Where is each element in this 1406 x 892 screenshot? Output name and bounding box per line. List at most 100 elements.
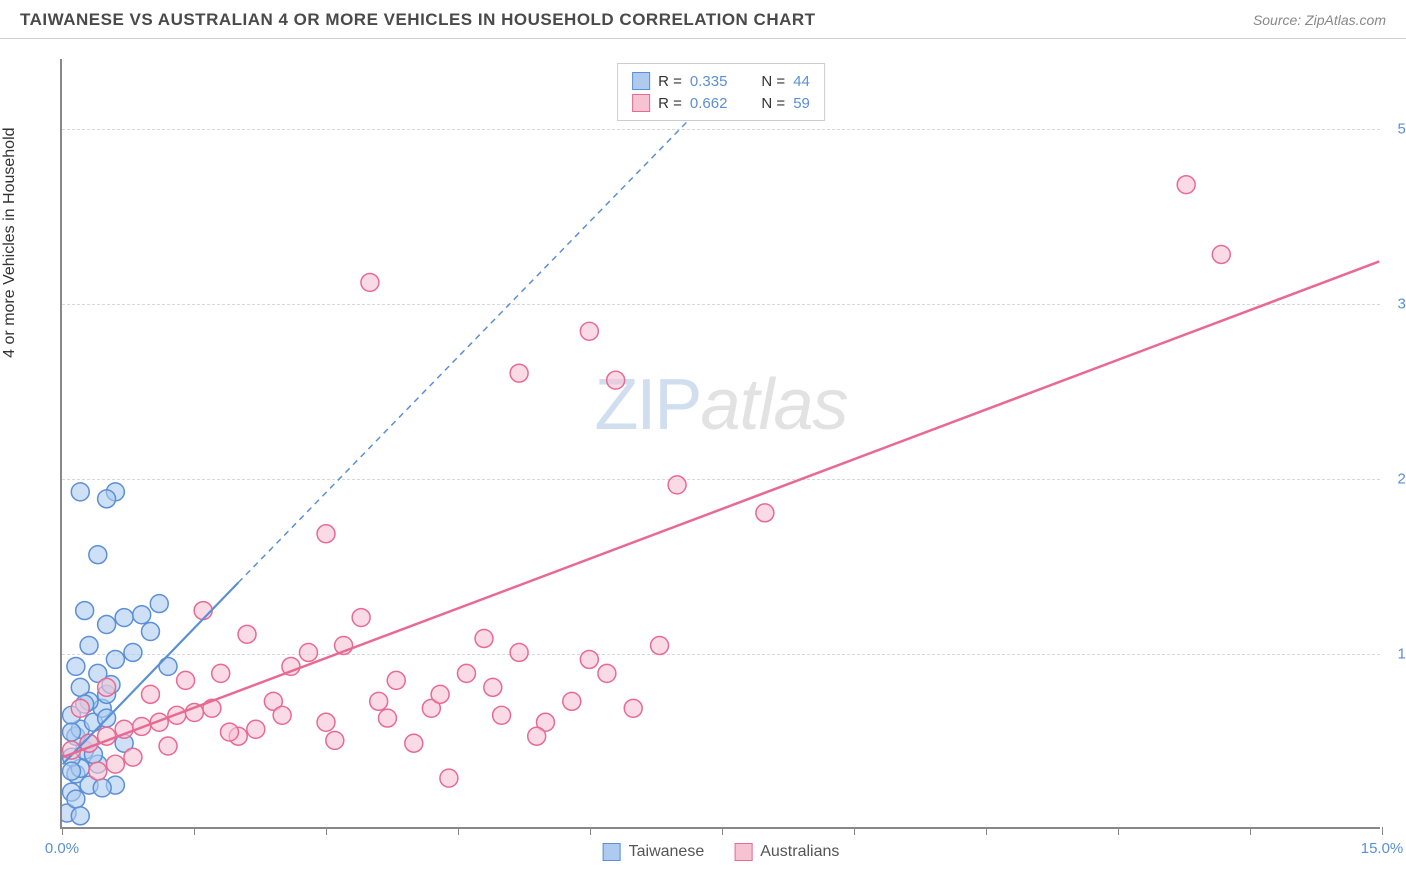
scatter-point — [80, 636, 98, 654]
n-value: 59 — [793, 95, 810, 112]
x-tick — [590, 827, 591, 835]
chart-title: TAIWANESE VS AUSTRALIAN 4 OR MORE VEHICL… — [20, 10, 816, 30]
scatter-point — [317, 713, 335, 731]
scatter-point — [273, 706, 291, 724]
scatter-point — [370, 692, 388, 710]
scatter-point — [624, 699, 642, 717]
r-label: R = — [658, 73, 682, 90]
y-axis-label: 4 or more Vehicles in Household — [1, 127, 19, 357]
scatter-point — [71, 699, 89, 717]
x-tick — [854, 827, 855, 835]
scatter-point — [484, 678, 502, 696]
scatter-point — [133, 606, 151, 624]
scatter-point — [124, 748, 142, 766]
scatter-point — [93, 779, 111, 797]
scatter-point — [76, 602, 94, 620]
scatter-point — [98, 490, 116, 508]
scatter-point — [142, 685, 160, 703]
x-tick — [326, 827, 327, 835]
y-tick-label: 50.0% — [1385, 121, 1406, 138]
chart-container: 4 or more Vehicles in Household R = 0.33… — [0, 39, 1406, 889]
scatter-point — [378, 709, 396, 727]
source-prefix: Source: — [1253, 12, 1305, 28]
scatter-point — [89, 762, 107, 780]
scatter-point — [63, 723, 81, 741]
legend-row-taiwanese: R = 0.335 N = 44 — [632, 70, 810, 92]
scatter-point — [326, 731, 344, 749]
r-value: 0.662 — [690, 95, 728, 112]
x-tick — [1118, 827, 1119, 835]
legend-swatch-bottom-taiwanese — [603, 843, 621, 861]
scatter-point — [352, 609, 370, 627]
plot-area: R = 0.335 N = 44 R = 0.662 N = 59 ZIPatl… — [60, 59, 1380, 829]
x-tick-label: 15.0% — [1361, 840, 1404, 857]
correlation-legend: R = 0.335 N = 44 R = 0.662 N = 59 — [617, 63, 825, 121]
scatter-point — [106, 755, 124, 773]
scatter-point — [150, 595, 168, 613]
scatter-point — [106, 650, 124, 668]
x-tick — [1382, 827, 1383, 835]
r-label: R = — [658, 95, 682, 112]
scatter-point — [67, 657, 85, 675]
scatter-point — [405, 734, 423, 752]
scatter-point — [580, 322, 598, 340]
scatter-point — [317, 525, 335, 543]
scatter-point — [89, 546, 107, 564]
scatter-point — [71, 807, 89, 825]
n-label: N = — [761, 73, 785, 90]
x-tick — [1250, 827, 1251, 835]
scatter-point — [493, 706, 511, 724]
r-value: 0.335 — [690, 73, 728, 90]
scatter-point — [580, 650, 598, 668]
scatter-point — [387, 671, 405, 689]
scatter-point — [607, 371, 625, 389]
scatter-point — [142, 623, 160, 641]
scatter-point — [1177, 176, 1195, 194]
scatter-point — [457, 664, 475, 682]
chart-header: TAIWANESE VS AUSTRALIAN 4 OR MORE VEHICL… — [0, 0, 1406, 39]
scatter-point — [431, 685, 449, 703]
scatter-point — [67, 790, 85, 808]
trend-line — [63, 261, 1380, 757]
scatter-point — [124, 643, 142, 661]
scatter-point — [528, 727, 546, 745]
scatter-point — [510, 364, 528, 382]
y-tick-label: 12.5% — [1385, 646, 1406, 663]
scatter-point — [668, 476, 686, 494]
scatter-point — [98, 678, 116, 696]
scatter-point — [440, 769, 458, 787]
scatter-point — [115, 609, 133, 627]
legend-row-australians: R = 0.662 N = 59 — [632, 92, 810, 114]
scatter-point — [71, 483, 89, 501]
legend-item-australians: Australians — [734, 843, 839, 861]
scatter-point — [159, 657, 177, 675]
scatter-point — [159, 737, 177, 755]
legend-label: Taiwanese — [629, 843, 705, 861]
y-tick-label: 25.0% — [1385, 471, 1406, 488]
x-tick — [986, 827, 987, 835]
scatter-point — [71, 678, 89, 696]
n-value: 44 — [793, 73, 810, 90]
x-tick — [62, 827, 63, 835]
x-tick — [458, 827, 459, 835]
legend-swatch-australians — [632, 94, 650, 112]
scatter-svg — [62, 59, 1380, 827]
scatter-point — [361, 273, 379, 291]
scatter-point — [475, 630, 493, 648]
x-tick — [194, 827, 195, 835]
scatter-point — [756, 504, 774, 522]
legend-swatch-bottom-australians — [734, 843, 752, 861]
scatter-point — [177, 671, 195, 689]
scatter-point — [247, 720, 265, 738]
n-label: N = — [761, 95, 785, 112]
scatter-point — [194, 602, 212, 620]
scatter-point — [299, 643, 317, 661]
scatter-point — [221, 723, 239, 741]
scatter-point — [1212, 246, 1230, 264]
trend-line-extrapolated — [238, 87, 721, 583]
scatter-point — [563, 692, 581, 710]
scatter-point — [98, 616, 116, 634]
source-attribution: Source: ZipAtlas.com — [1253, 12, 1386, 28]
scatter-point — [651, 636, 669, 654]
x-tick — [722, 827, 723, 835]
